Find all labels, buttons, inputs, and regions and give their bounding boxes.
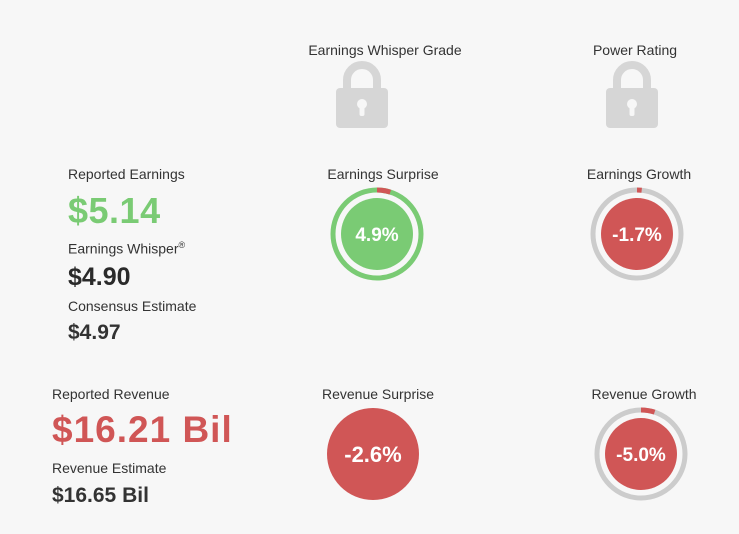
lock-icon [336,61,388,128]
earnings-surprise-value: 4.9% [355,225,398,246]
earnings-surprise-gauge: 4.9% [329,186,425,287]
reported-revenue-label: Reported Revenue [52,386,170,402]
reported-earnings-value: $5.14 [68,190,161,231]
revenue-estimate-label: Revenue Estimate [52,460,167,476]
registered-mark: ® [178,240,186,250]
revenue-growth-gauge: -5.0% [593,406,689,507]
lock-icon [606,61,658,128]
revenue-surprise-gauge: -2.6% [325,406,421,507]
whisper-grade-label: Earnings Whisper Grade [308,42,462,58]
reported-earnings-label: Reported Earnings [68,166,185,182]
consensus-estimate-value: $4.97 [68,321,121,344]
revenue-surprise-label: Revenue Surprise [321,386,435,402]
earnings-growth-label: Earnings Growth [586,166,692,182]
revenue-estimate-value: $16.65 Bil [52,484,149,507]
power-rating-lock-icon[interactable] [604,58,660,133]
earnings-whisper-value: $4.90 [68,263,131,291]
consensus-estimate-label: Consensus Estimate [68,298,197,314]
power-rating-label: Power Rating [592,42,678,58]
earnings-surprise-label: Earnings Surprise [327,166,439,182]
revenue-growth-label: Revenue Growth [591,386,697,402]
earnings-growth-value: -1.7% [612,225,662,246]
reported-revenue-value: $16.21 Bil [52,409,233,450]
whisper-grade-lock-icon[interactable] [334,58,390,133]
revenue-surprise-value: -2.6% [344,442,401,467]
earnings-whisper-label: Earnings Whisper® [68,240,186,257]
earnings-growth-gauge: -1.7% [589,186,685,287]
revenue-growth-value: -5.0% [616,445,666,466]
